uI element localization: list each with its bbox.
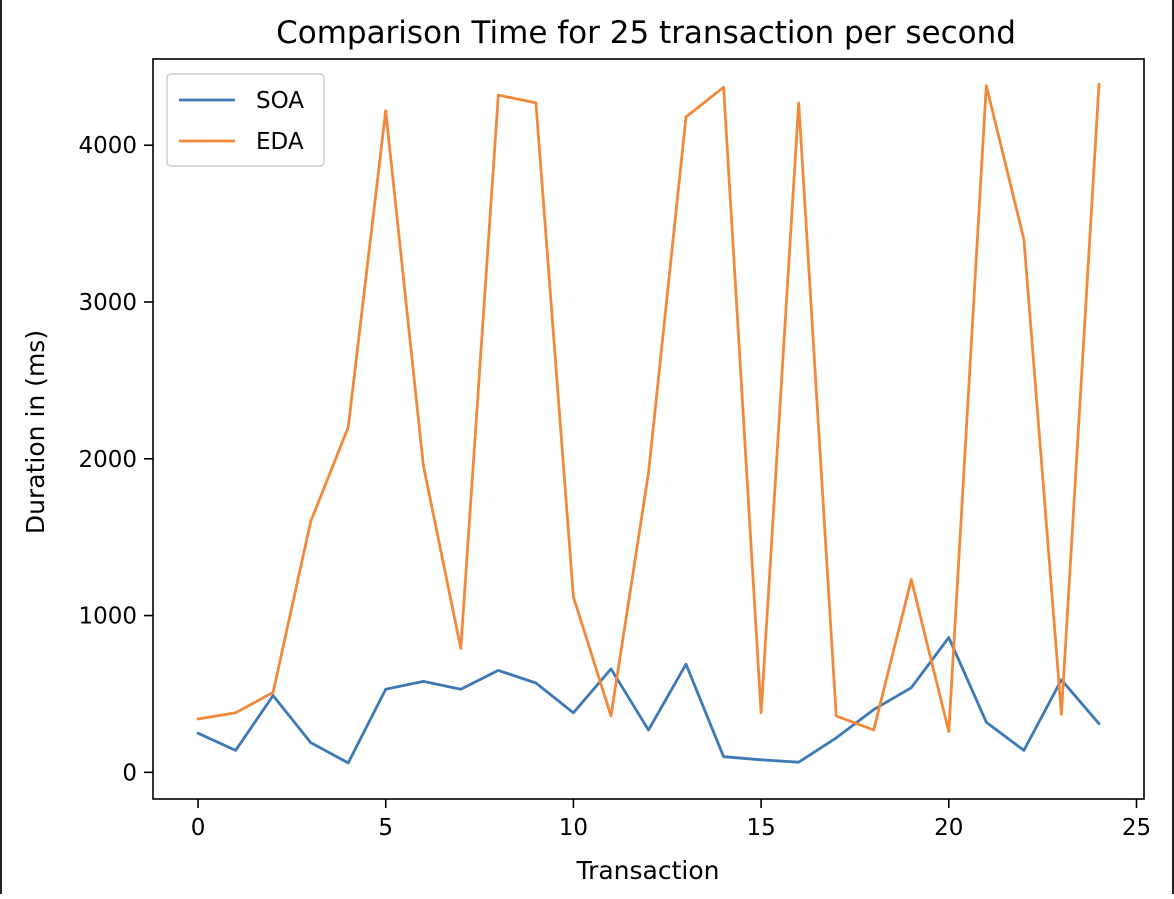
y-tick-label: 0 <box>122 760 137 786</box>
x-tick-label: 15 <box>746 815 775 841</box>
legend-box <box>166 73 325 167</box>
x-tick-label: 10 <box>559 815 588 841</box>
series-line-eda <box>196 82 1101 733</box>
series-line-soa <box>196 636 1101 765</box>
chart-title: Comparison Time for 25 transaction per s… <box>276 15 1016 51</box>
y-tick-label: 3000 <box>78 290 137 316</box>
x-tick-label: 0 <box>191 815 206 841</box>
legend: SOA EDA <box>166 73 325 167</box>
plot-area-frame <box>152 58 1145 800</box>
x-tick-label: 25 <box>1122 815 1151 841</box>
legend-label-soa: SOA <box>256 88 304 114</box>
series-lines <box>196 82 1101 765</box>
x-axis-label: Transaction <box>575 856 719 885</box>
y-tick-label: 4000 <box>78 133 137 159</box>
x-tick-label: 5 <box>378 815 393 841</box>
legend-label-eda: EDA <box>256 129 304 155</box>
x-tick-label: 20 <box>934 815 963 841</box>
y-axis-label: Duration in (ms) <box>21 330 50 534</box>
y-tick-label: 2000 <box>78 447 137 473</box>
y-tick-label: 1000 <box>78 604 137 630</box>
axis-ticks: 0 5 10 15 20 25 0 1000 2000 3000 4000 <box>78 133 1151 841</box>
